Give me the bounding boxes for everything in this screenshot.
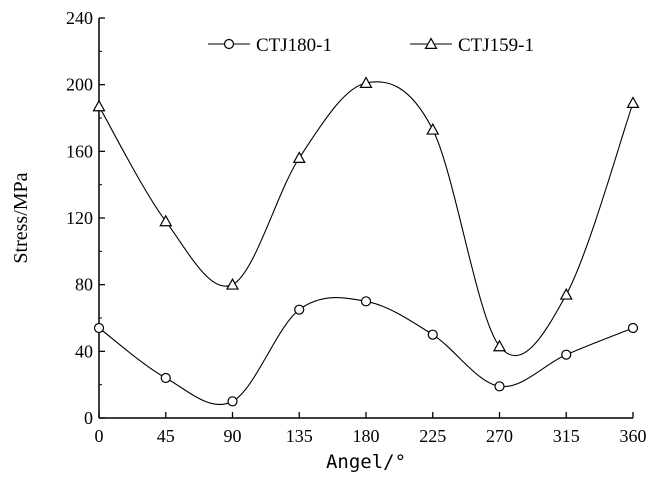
x-tick-label: 0 bbox=[95, 426, 104, 446]
data-point-circle bbox=[160, 372, 171, 384]
y-tick-label: 120 bbox=[66, 208, 93, 228]
data-point-triangle bbox=[92, 99, 106, 112]
data-point-triangle bbox=[359, 76, 373, 89]
data-point-circle bbox=[561, 349, 572, 360]
series-ctj180-1 bbox=[93, 296, 639, 407]
x-axis-title: Angel/° bbox=[326, 451, 406, 473]
data-point-triangle bbox=[559, 287, 573, 300]
series bbox=[92, 76, 640, 407]
y-axis-title: Stress/MPa bbox=[10, 172, 32, 263]
data-point-circle bbox=[93, 322, 105, 334]
ticks: 0 40 80 120 160 200 240 0 45 90 135 180 225 270 315 360 bbox=[66, 8, 647, 446]
data-point-circle bbox=[427, 329, 438, 340]
data-point-triangle bbox=[292, 151, 306, 163]
y-tick-label: 200 bbox=[66, 75, 93, 95]
y-tick-label: 0 bbox=[84, 408, 93, 428]
x-tick-label: 270 bbox=[486, 426, 513, 446]
data-point-circle bbox=[294, 304, 305, 315]
data-point-triangle bbox=[159, 214, 173, 227]
series-line bbox=[98, 81, 634, 357]
data-point-triangle bbox=[225, 277, 240, 290]
data-point-circle bbox=[627, 322, 639, 334]
x-tick-label: 180 bbox=[353, 426, 380, 446]
y-tick-label: 240 bbox=[66, 8, 93, 28]
x-tick-label: 315 bbox=[553, 426, 580, 446]
x-tick-label: 225 bbox=[419, 426, 446, 446]
legend-item: CTJ180-1 bbox=[208, 35, 332, 56]
legend-label: CTJ159-1 bbox=[458, 35, 534, 56]
x-tick-label: 360 bbox=[620, 426, 647, 446]
legend: CTJ180-1 CTJ159-1 bbox=[208, 35, 534, 56]
legend-marker bbox=[223, 38, 235, 50]
data-point-triangle bbox=[492, 339, 507, 352]
x-tick-label: 90 bbox=[224, 426, 242, 446]
y-tick-label: 160 bbox=[66, 141, 93, 161]
data-point-circle bbox=[494, 381, 505, 392]
legend-label: CTJ180-1 bbox=[256, 35, 332, 56]
series-ctj159-1 bbox=[92, 76, 640, 357]
series-line bbox=[98, 297, 634, 405]
data-point-circle bbox=[227, 396, 238, 407]
data-point-triangle bbox=[626, 96, 640, 109]
y-tick-label: 80 bbox=[75, 275, 93, 295]
data-point-triangle bbox=[426, 122, 440, 135]
y-tick-label: 40 bbox=[75, 341, 93, 361]
legend-marker bbox=[424, 37, 438, 50]
data-point-circle bbox=[360, 296, 372, 307]
x-tick-label: 45 bbox=[157, 426, 175, 446]
x-tick-label: 135 bbox=[286, 426, 313, 446]
legend-item: CTJ159-1 bbox=[410, 35, 534, 56]
